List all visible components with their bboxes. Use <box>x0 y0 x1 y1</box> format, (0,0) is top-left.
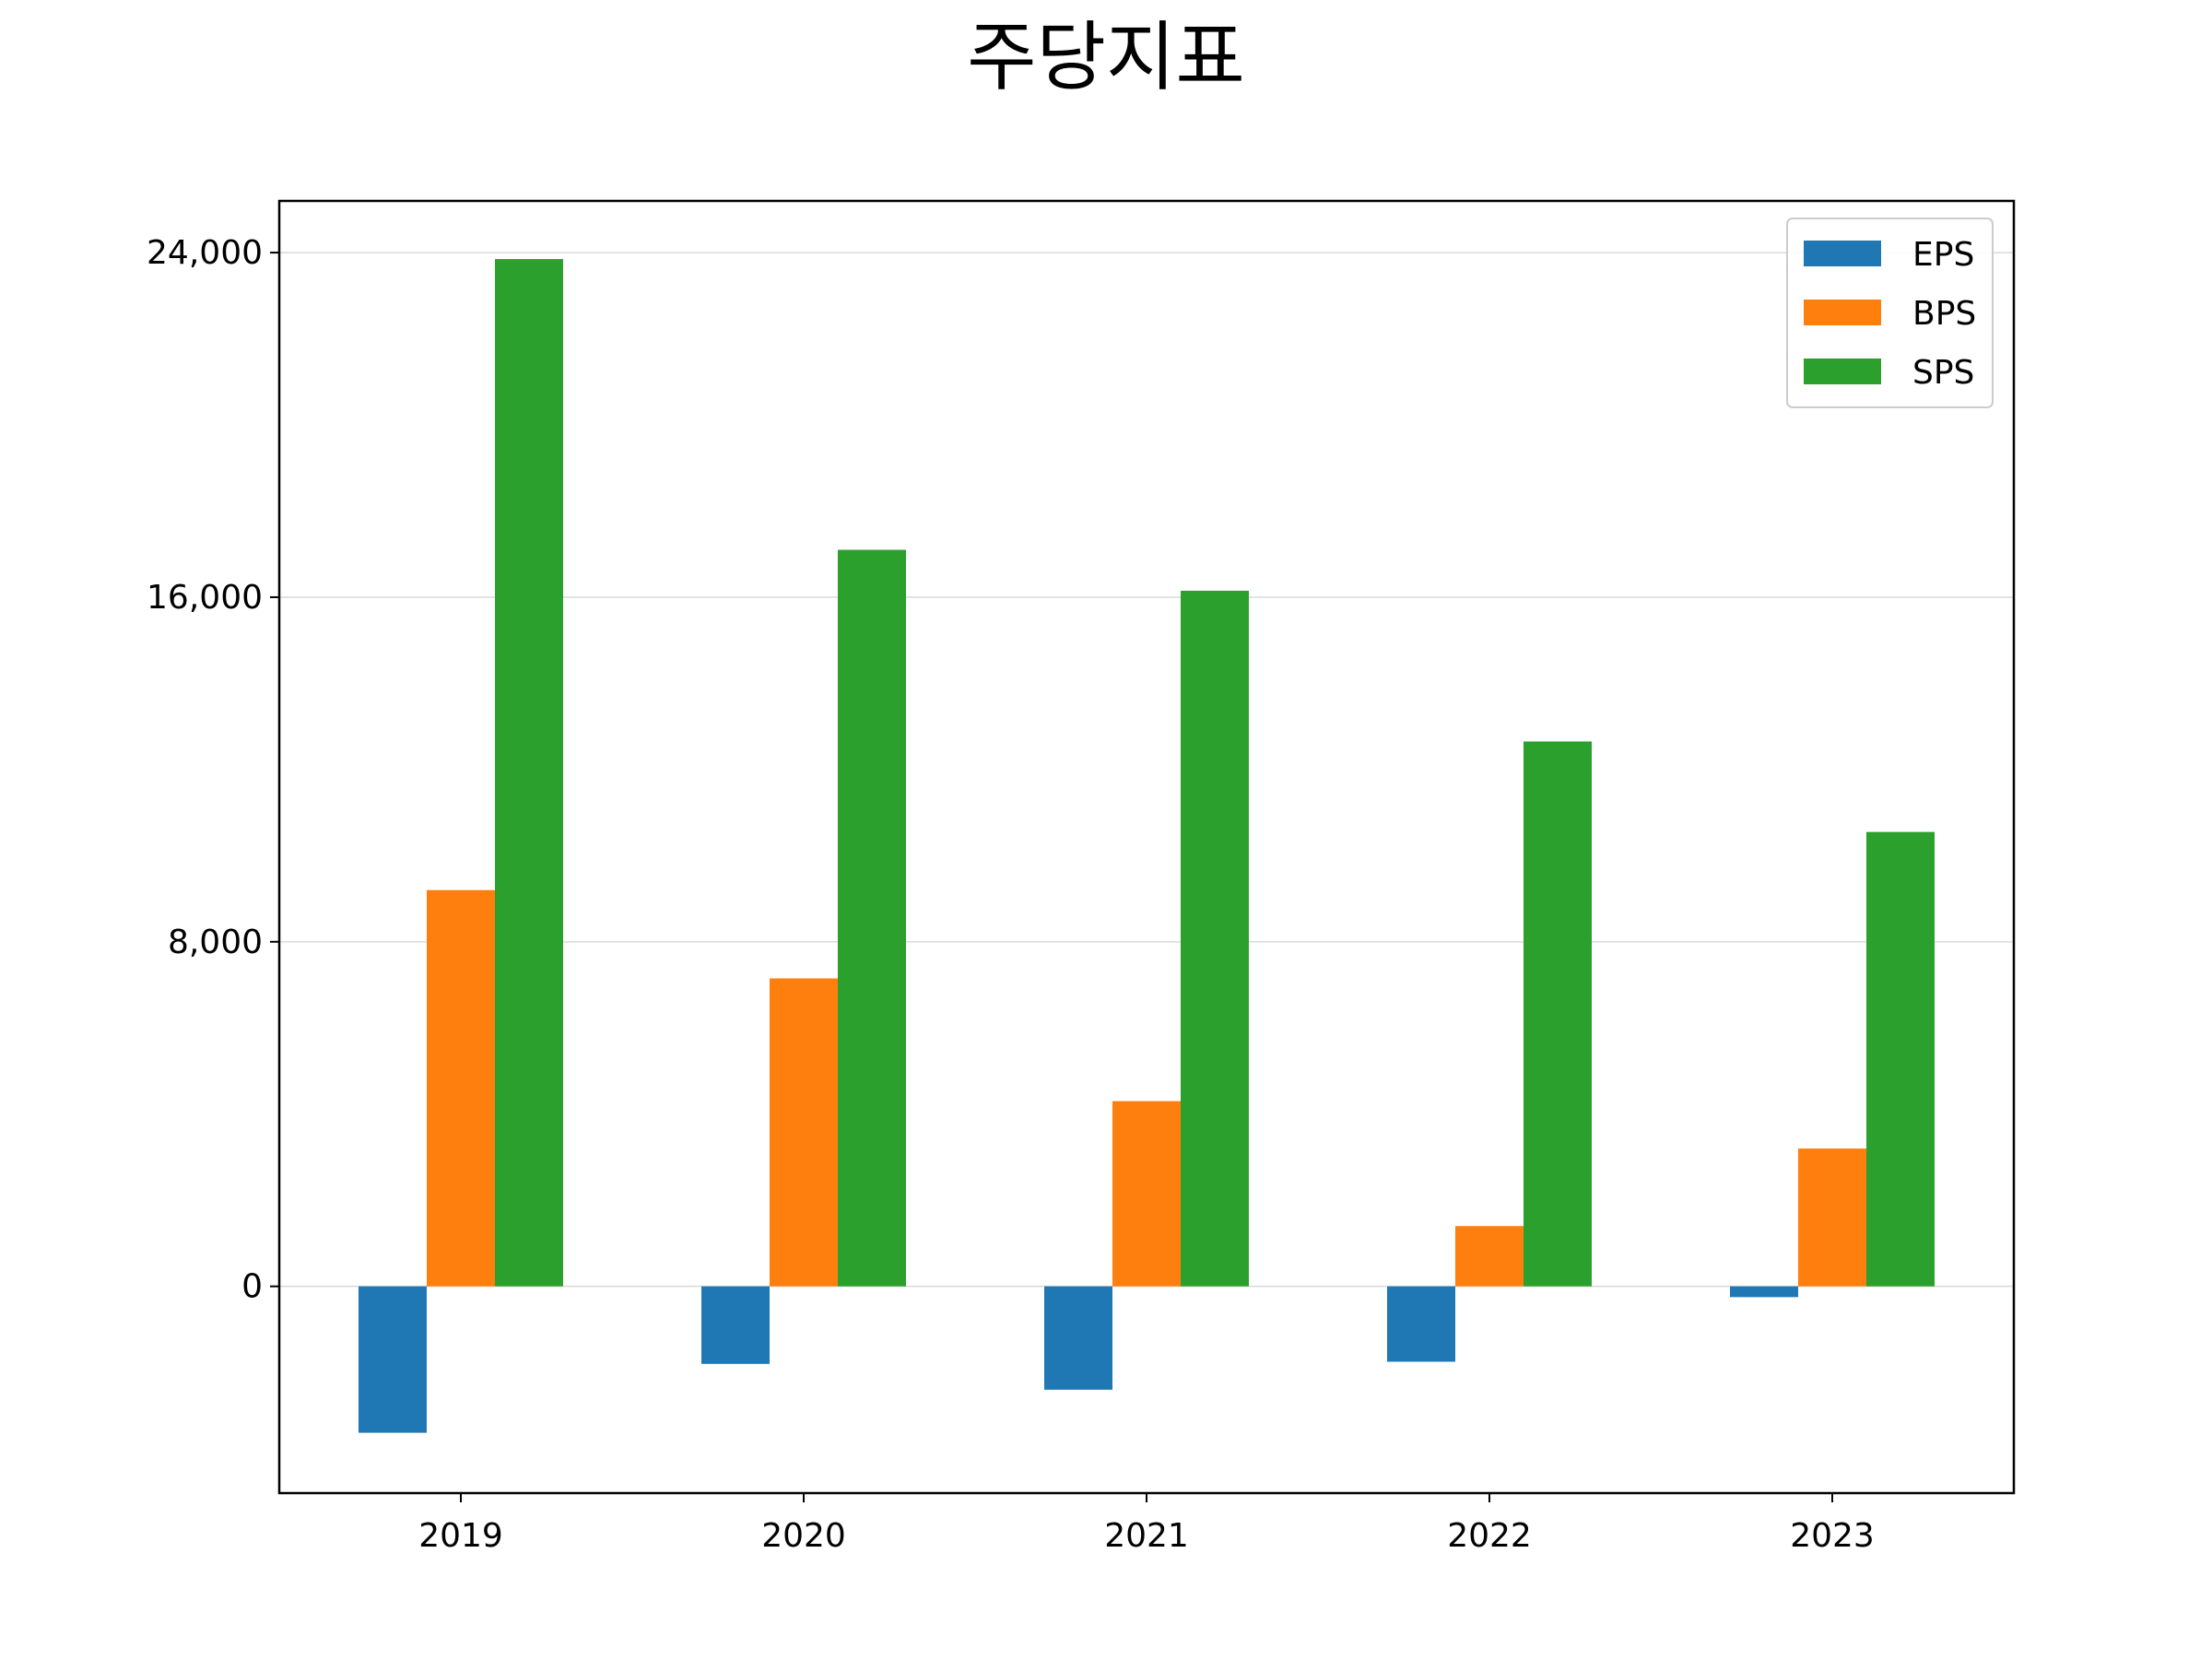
legend-swatch-sps <box>1804 359 1881 384</box>
x-tick-label: 2022 <box>1447 1517 1532 1555</box>
legend: EPS BPS SPS <box>1786 218 1994 408</box>
bar-sps-2021 <box>1181 590 1249 1287</box>
bar-bps-2019 <box>427 889 495 1287</box>
x-tick-label: 2023 <box>1790 1517 1875 1555</box>
x-tick-label: 2020 <box>761 1517 846 1555</box>
bar-eps-2022 <box>1387 1286 1455 1362</box>
y-tick-label: 8,000 <box>168 924 263 961</box>
bar-bps-2023 <box>1798 1148 1866 1287</box>
bar-bps-2020 <box>770 978 838 1287</box>
bar-sps-2023 <box>1866 831 1935 1287</box>
bar-bps-2022 <box>1455 1226 1524 1287</box>
bar-eps-2021 <box>1044 1286 1112 1390</box>
legend-label-bps: BPS <box>1912 295 1976 333</box>
bar-eps-2020 <box>701 1286 770 1364</box>
y-axis: 0 8,000 16,000 24,000 <box>147 234 279 1306</box>
chart-title: 주당지표 <box>967 14 1245 101</box>
bar-sps-2020 <box>838 549 906 1287</box>
bars <box>359 259 1935 1433</box>
bar-sps-2019 <box>495 259 563 1287</box>
bar-eps-2019 <box>359 1286 427 1433</box>
x-axis: 2019 2020 2021 2022 2023 <box>418 1493 1875 1555</box>
y-tick-label: 16,000 <box>147 579 263 617</box>
grid-lines <box>279 252 2014 1288</box>
bar-eps-2023 <box>1730 1286 1798 1298</box>
bar-bps-2021 <box>1112 1100 1181 1287</box>
x-tick-label: 2021 <box>1104 1517 1189 1555</box>
legend-swatch-eps <box>1804 241 1881 266</box>
legend-label-eps: EPS <box>1912 236 1974 274</box>
legend-label-sps: SPS <box>1912 354 1974 392</box>
x-tick-label: 2019 <box>418 1517 503 1555</box>
y-tick-label: 0 <box>241 1268 263 1306</box>
bar-sps-2022 <box>1524 741 1592 1287</box>
y-tick-label: 24,000 <box>147 234 263 272</box>
legend-swatch-bps <box>1804 300 1881 325</box>
